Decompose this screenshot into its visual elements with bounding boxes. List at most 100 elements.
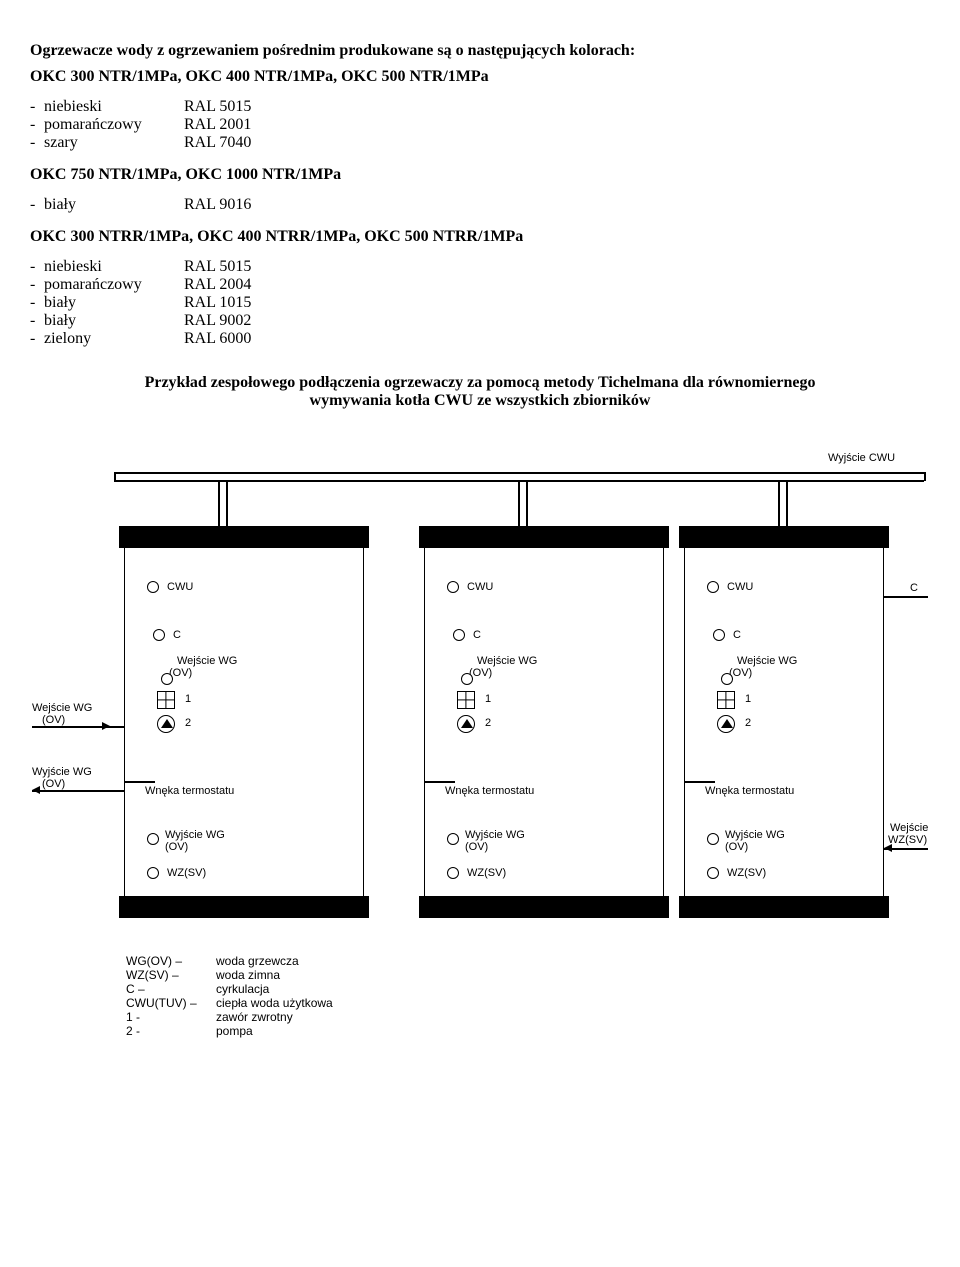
port-c (713, 629, 725, 641)
color-name: biały (44, 294, 184, 312)
number-2: 2 (185, 717, 191, 729)
ral-code: RAL 6000 (184, 330, 251, 348)
port-wz (707, 867, 719, 879)
port-label: WZ(SV) (467, 867, 506, 879)
tank-cap (679, 526, 889, 548)
pipe (924, 472, 926, 481)
diagram-legend: WG(OV) –woda grzewcza WZ(SV) –woda zimna… (126, 954, 930, 1038)
group1-color-list: -niebieskiRAL 5015 -pomarańczowyRAL 2001… (30, 98, 930, 152)
port-cwu (447, 581, 459, 593)
tank-cap (119, 526, 369, 548)
port-label: Wyjście WG (725, 829, 785, 841)
legend-row: CWU(TUV) –ciepła woda użytkowa (126, 996, 930, 1010)
right-wz-in-label: Wejście (890, 822, 928, 834)
port-wz (447, 867, 459, 879)
pipe (786, 480, 788, 532)
group2-heading: OKC 750 NTR/1MPa, OKC 1000 NTR/1MPa (30, 166, 930, 184)
color-name: zielony (44, 330, 184, 348)
port-label: WZ(SV) (167, 867, 206, 879)
ral-code: RAL 2001 (184, 116, 251, 134)
c-manifold-label: C (910, 582, 918, 594)
color-name: biały (44, 196, 184, 214)
valve-pump-group (457, 691, 475, 735)
number-1: 1 (745, 693, 751, 705)
legend-key: CWU(TUV) – (126, 996, 216, 1010)
group1-heading: OKC 300 NTR/1MPa, OKC 400 NTR/1MPa, OKC … (30, 68, 930, 86)
pump-icon (457, 715, 475, 733)
color-name: szary (44, 134, 184, 152)
tichelman-diagram: Wyjście CWU CWU C Wejście WG (OV) 1 2 Wn… (32, 424, 928, 944)
right-wz-in-label2: WZ(SV) (888, 834, 927, 846)
color-row: -niebieskiRAL 5015 (30, 98, 930, 116)
pump-icon (717, 715, 735, 733)
legend-value: woda grzewcza (216, 954, 299, 968)
color-name: pomarańczowy (44, 276, 184, 294)
check-valve-icon (457, 691, 475, 709)
dash: - (30, 258, 44, 276)
check-valve-icon (157, 691, 175, 709)
port-cwu (147, 581, 159, 593)
group2-color-list: -białyRAL 9016 (30, 196, 930, 214)
check-valve-icon (717, 691, 735, 709)
legend-key: 1 - (126, 1010, 216, 1024)
tank: CWU C Wejście WG (OV) 1 2 Wnęka termosta… (684, 532, 884, 912)
color-row: -białyRAL 9002 (30, 312, 930, 330)
legend-value: zawór zwrotny (216, 1010, 293, 1024)
tank-cap (419, 526, 669, 548)
legend-key: C – (126, 982, 216, 996)
pipe (226, 480, 228, 532)
tank: CWU C Wejście WG (OV) 1 2 Wnęka termosta… (424, 532, 664, 912)
color-row: -niebieskiRAL 5015 (30, 258, 930, 276)
dash: - (30, 294, 44, 312)
group3-heading: OKC 300 NTRR/1MPa, OKC 400 NTRR/1MPa, OK… (30, 228, 930, 246)
port-label: CWU (167, 581, 193, 593)
group3-color-list: -niebieskiRAL 5015 -pomarańczowyRAL 2004… (30, 258, 930, 348)
port-wg-out (147, 833, 159, 845)
port-label: (OV) (465, 841, 488, 853)
dash: - (30, 196, 44, 214)
ral-code: RAL 2004 (184, 276, 251, 294)
pipe (32, 726, 124, 728)
valve-pump-group (157, 691, 175, 735)
left-wg-in-label: Wejście WG (32, 702, 92, 714)
page-heading: Ogrzewacze wody z ogrzewaniem pośrednim … (30, 42, 930, 60)
dash: - (30, 276, 44, 294)
port-label: Wyjście WG (465, 829, 525, 841)
tank-cap (119, 896, 369, 918)
arrow-icon (102, 722, 110, 730)
dash: - (30, 98, 44, 116)
legend-value: woda zimna (216, 968, 280, 982)
port-label: CWU (727, 581, 753, 593)
color-name: niebieski (44, 258, 184, 276)
color-name: biały (44, 312, 184, 330)
pipe (218, 480, 220, 532)
number-1: 1 (485, 693, 491, 705)
port-c (153, 629, 165, 641)
arrow-icon (32, 786, 40, 794)
pump-icon (157, 715, 175, 733)
legend-value: pompa (216, 1024, 253, 1038)
port-cwu (707, 581, 719, 593)
color-name: niebieski (44, 98, 184, 116)
legend-key: WG(OV) – (126, 954, 216, 968)
left-wg-out-label: Wyjście WG (32, 766, 92, 778)
thermostat-label: Wnęka termostatu (145, 785, 234, 797)
port-label: (OV) (165, 841, 188, 853)
legend-key: 2 - (126, 1024, 216, 1038)
pipe (114, 472, 924, 474)
dash: - (30, 330, 44, 348)
color-name: pomarańczowy (44, 116, 184, 134)
ral-code: RAL 9002 (184, 312, 251, 330)
pipe (114, 472, 116, 481)
legend-value: cyrkulacja (216, 982, 269, 996)
thermostat-pocket (425, 781, 455, 783)
left-wg-in-label2: (OV) (42, 714, 65, 726)
number-2: 2 (485, 717, 491, 729)
thermostat-pocket (685, 781, 715, 783)
port-wg-in (721, 673, 733, 685)
port-c (453, 629, 465, 641)
port-wg-in (161, 673, 173, 685)
color-row: -zielonyRAL 6000 (30, 330, 930, 348)
port-label: Wejście WG (177, 655, 237, 667)
port-label: C (173, 629, 181, 641)
